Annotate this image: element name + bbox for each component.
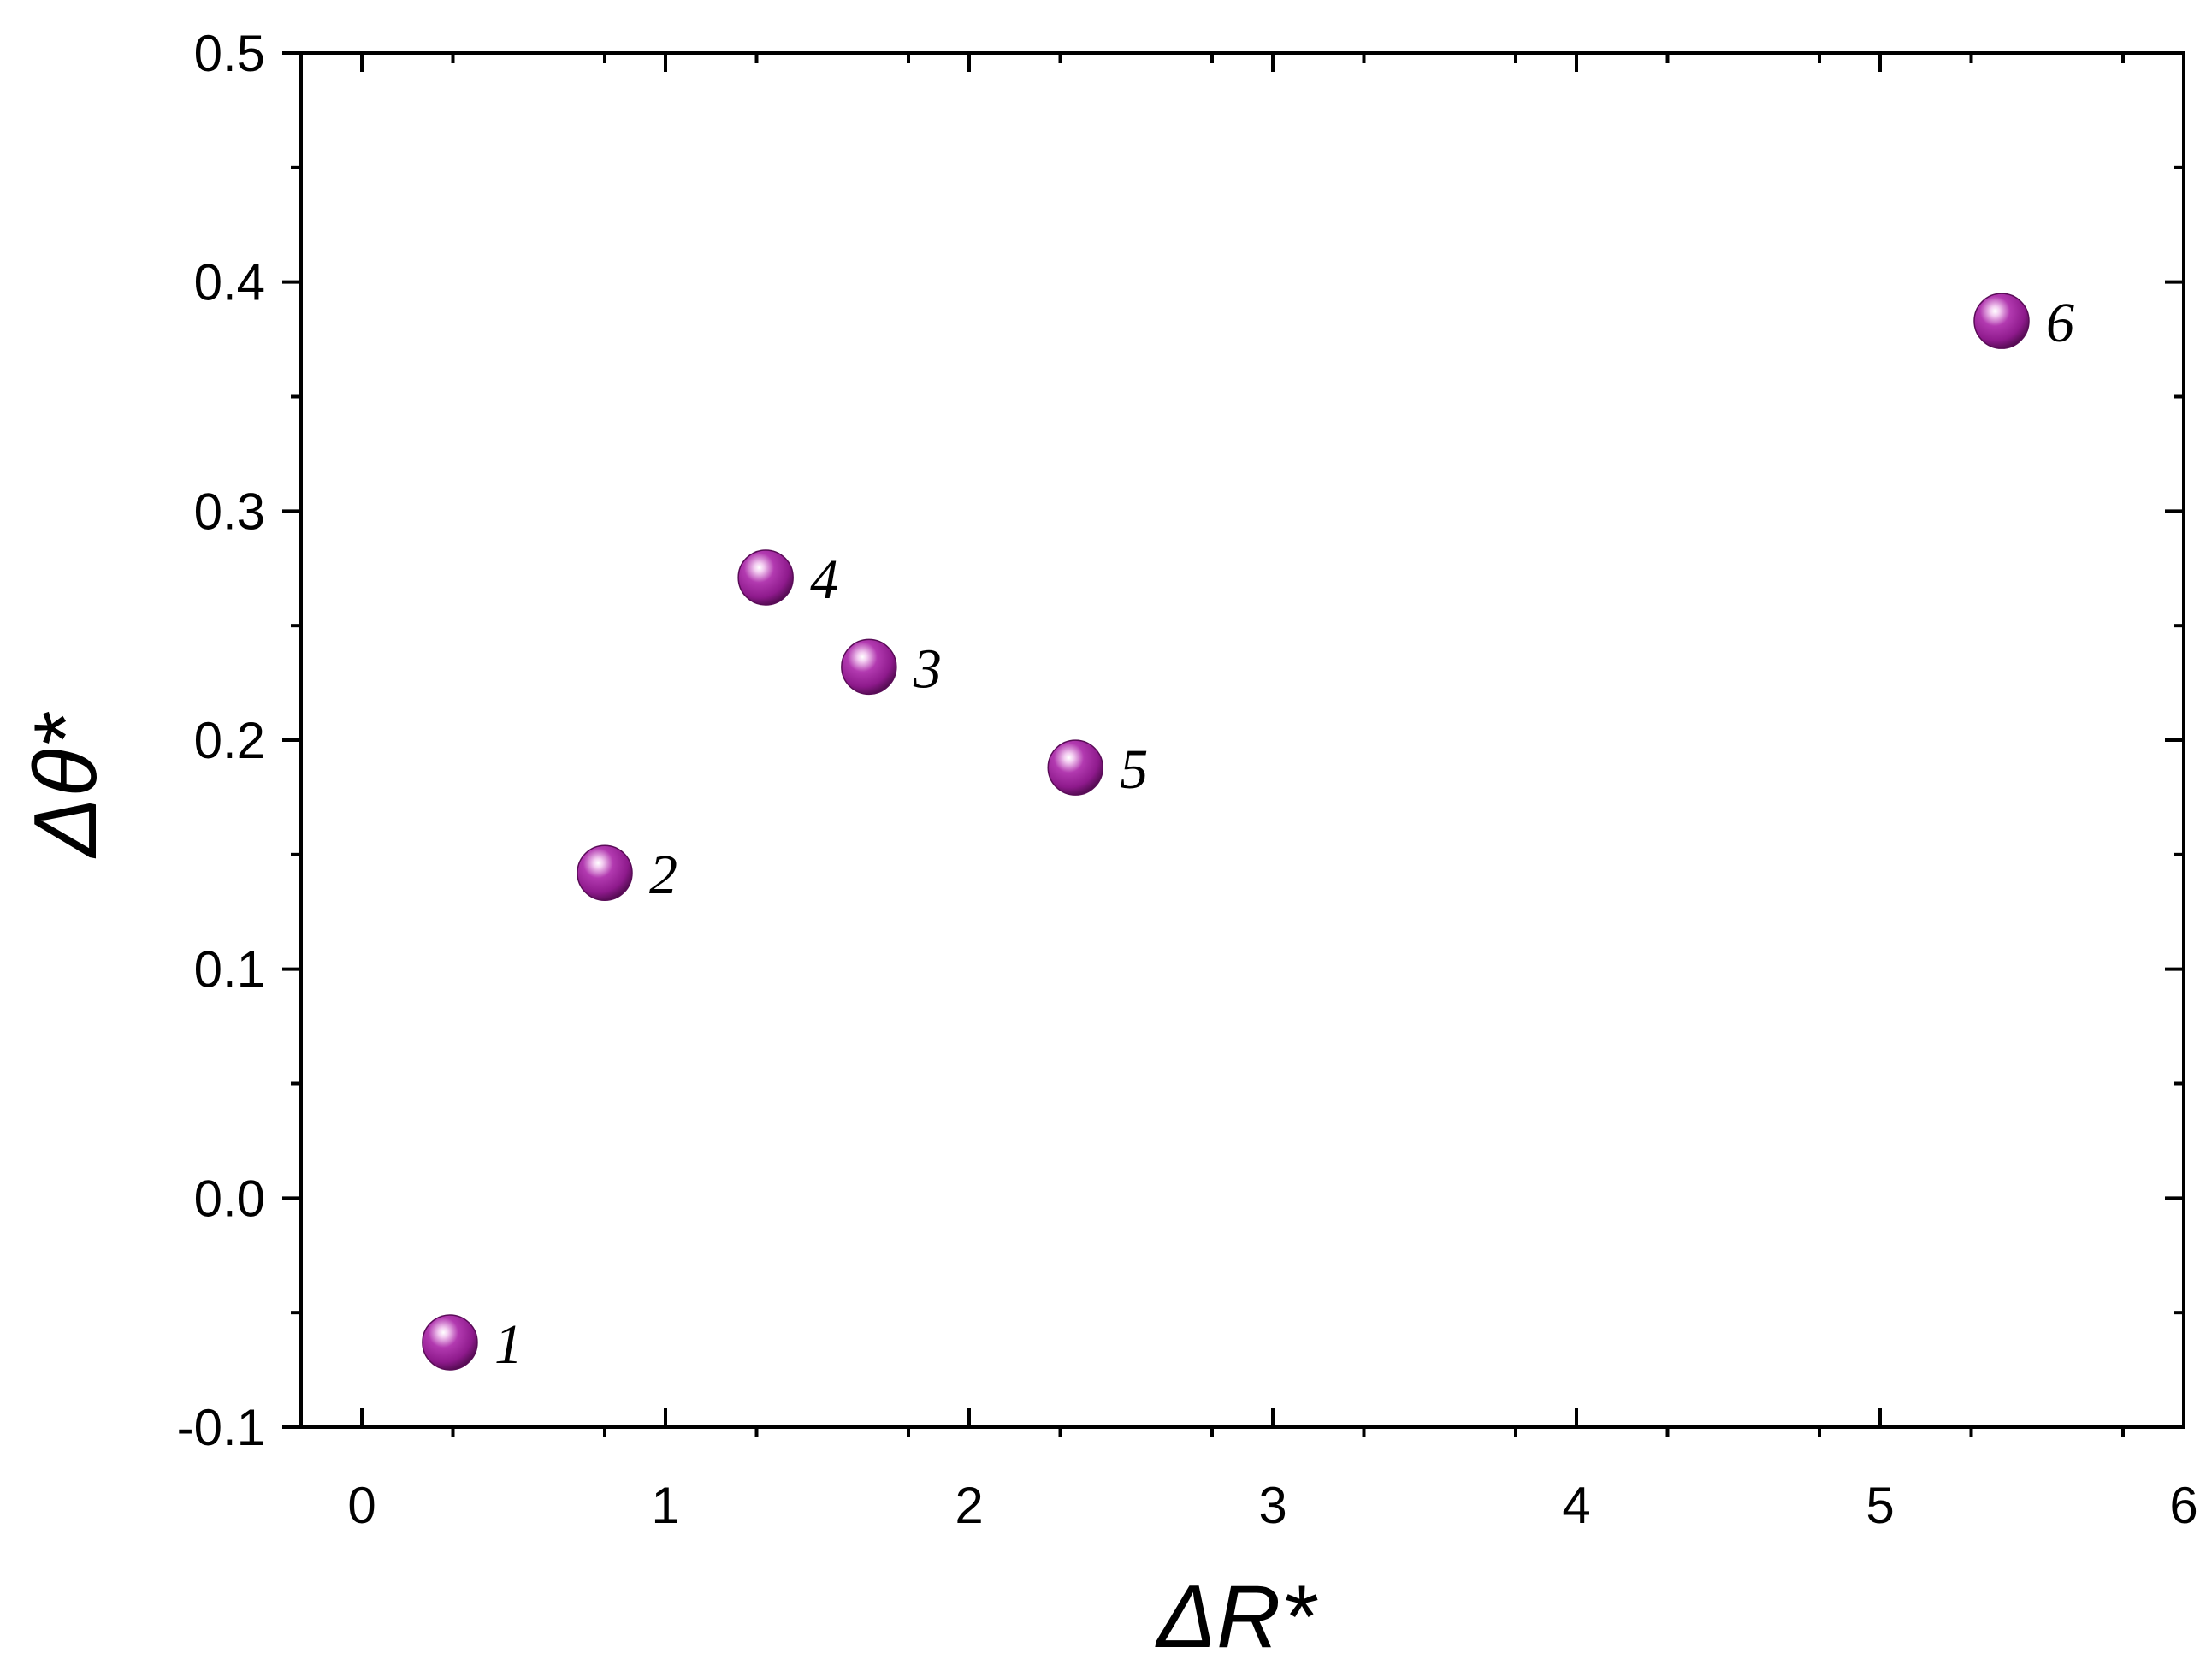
x-tick-label: 0 xyxy=(347,1477,376,1534)
data-points: 1 2 3 4 5 6 xyxy=(422,292,2074,1376)
plot-frame xyxy=(299,51,2185,1429)
point-label-1: 1 xyxy=(494,1313,523,1376)
point-label-2: 2 xyxy=(649,844,677,906)
data-point-3 xyxy=(841,638,897,696)
y-tick-label: 0.4 xyxy=(194,254,265,311)
x-tick-label: 5 xyxy=(1866,1477,1894,1534)
data-point-2 xyxy=(577,844,633,901)
axis-ticks: 0 1 2 3 4 5 6 -0.1 0.0 0.1 0.2 0.3 0.4 0.5 xyxy=(177,25,2198,1534)
x-tick-label: 4 xyxy=(1562,1477,1590,1534)
data-point-1 xyxy=(422,1314,478,1371)
data-point-6 xyxy=(1973,293,2030,349)
x-axis-title: ΔR* xyxy=(1154,1567,1318,1667)
y-tick-label: 0.0 xyxy=(194,1170,265,1227)
y-tick-label: 0.1 xyxy=(194,941,265,998)
point-label-4: 4 xyxy=(810,548,838,611)
x-tick-label: 3 xyxy=(1258,1477,1286,1534)
point-label-6: 6 xyxy=(2046,292,2074,354)
x-tick-label: 1 xyxy=(651,1477,679,1534)
y-tick-label: 0.3 xyxy=(194,483,265,540)
data-point-4 xyxy=(737,549,794,606)
x-tick-label: 2 xyxy=(955,1477,983,1534)
y-tick-label: 0.5 xyxy=(194,25,265,82)
y-tick-label: -0.1 xyxy=(177,1399,265,1456)
y-tick-label: 0.2 xyxy=(194,712,265,769)
axes xyxy=(299,51,2185,1429)
x-tick-label: 6 xyxy=(2169,1477,2197,1534)
data-point-5 xyxy=(1047,739,1103,796)
y-axis-title: Δθ* xyxy=(16,711,115,859)
point-label-3: 3 xyxy=(913,637,942,700)
point-label-5: 5 xyxy=(1120,738,1148,801)
